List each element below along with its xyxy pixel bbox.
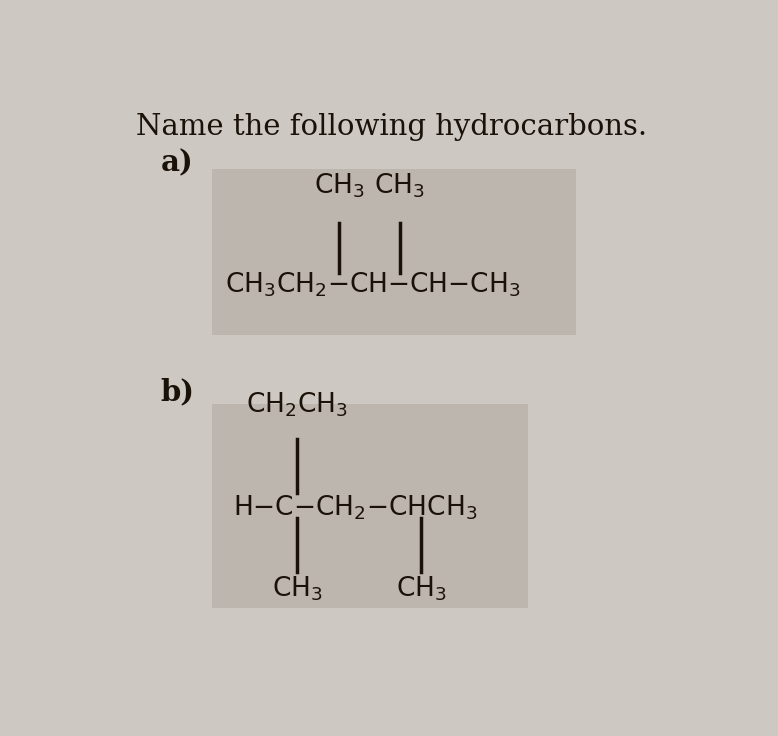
Text: b): b) (161, 377, 194, 406)
Text: $\mathregular{CH_3}$: $\mathregular{CH_3}$ (374, 171, 425, 200)
Text: $\mathregular{CH_2CH_3}$: $\mathregular{CH_2CH_3}$ (247, 391, 348, 420)
Text: $\mathregular{CH_3CH_2{-}CH{-}CH{-}CH_3}$: $\mathregular{CH_3CH_2{-}CH{-}CH{-}CH_3}… (225, 270, 520, 299)
Bar (212, 169, 576, 335)
Text: $\mathregular{CH_3}$: $\mathregular{CH_3}$ (396, 575, 447, 604)
Text: $\mathregular{H{-}C{-}CH_2{-}CHCH_3}$: $\mathregular{H{-}C{-}CH_2{-}CHCH_3}$ (233, 494, 478, 523)
Bar (212, 404, 528, 608)
Text: $\mathregular{CH_3}$: $\mathregular{CH_3}$ (314, 171, 364, 200)
Text: a): a) (161, 149, 194, 177)
Text: $\mathregular{CH_3}$: $\mathregular{CH_3}$ (272, 575, 323, 604)
Text: Name the following hydrocarbons.: Name the following hydrocarbons. (136, 113, 647, 141)
